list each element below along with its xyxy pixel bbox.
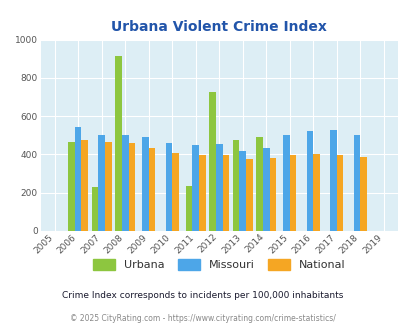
Bar <box>222 155 228 231</box>
Bar <box>359 157 366 231</box>
Bar <box>209 92 215 231</box>
Title: Urbana Violent Crime Index: Urbana Violent Crime Index <box>111 20 326 34</box>
Bar <box>245 159 252 231</box>
Bar <box>192 145 198 231</box>
Bar <box>262 148 269 231</box>
Legend: Urbana, Missouri, National: Urbana, Missouri, National <box>88 255 350 275</box>
Bar <box>353 135 359 231</box>
Bar <box>148 148 155 231</box>
Bar <box>306 130 313 231</box>
Bar <box>256 137 262 231</box>
Bar <box>232 140 239 231</box>
Bar <box>329 130 336 231</box>
Bar <box>215 144 222 231</box>
Bar <box>92 187 98 231</box>
Bar <box>239 150 245 231</box>
Bar <box>269 158 275 231</box>
Bar <box>165 143 172 231</box>
Bar <box>336 155 343 231</box>
Bar <box>122 135 128 231</box>
Bar <box>142 137 148 231</box>
Text: Crime Index corresponds to incidents per 100,000 inhabitants: Crime Index corresponds to incidents per… <box>62 291 343 300</box>
Bar <box>115 56 122 231</box>
Bar <box>198 155 205 231</box>
Bar <box>68 142 75 231</box>
Bar <box>185 186 192 231</box>
Bar <box>98 135 105 231</box>
Bar <box>313 154 319 231</box>
Bar <box>172 153 178 231</box>
Text: © 2025 CityRating.com - https://www.cityrating.com/crime-statistics/: © 2025 CityRating.com - https://www.city… <box>70 314 335 323</box>
Bar <box>289 155 296 231</box>
Bar <box>282 135 289 231</box>
Bar <box>75 127 81 231</box>
Bar <box>105 142 111 231</box>
Bar <box>128 143 135 231</box>
Bar <box>81 140 88 231</box>
